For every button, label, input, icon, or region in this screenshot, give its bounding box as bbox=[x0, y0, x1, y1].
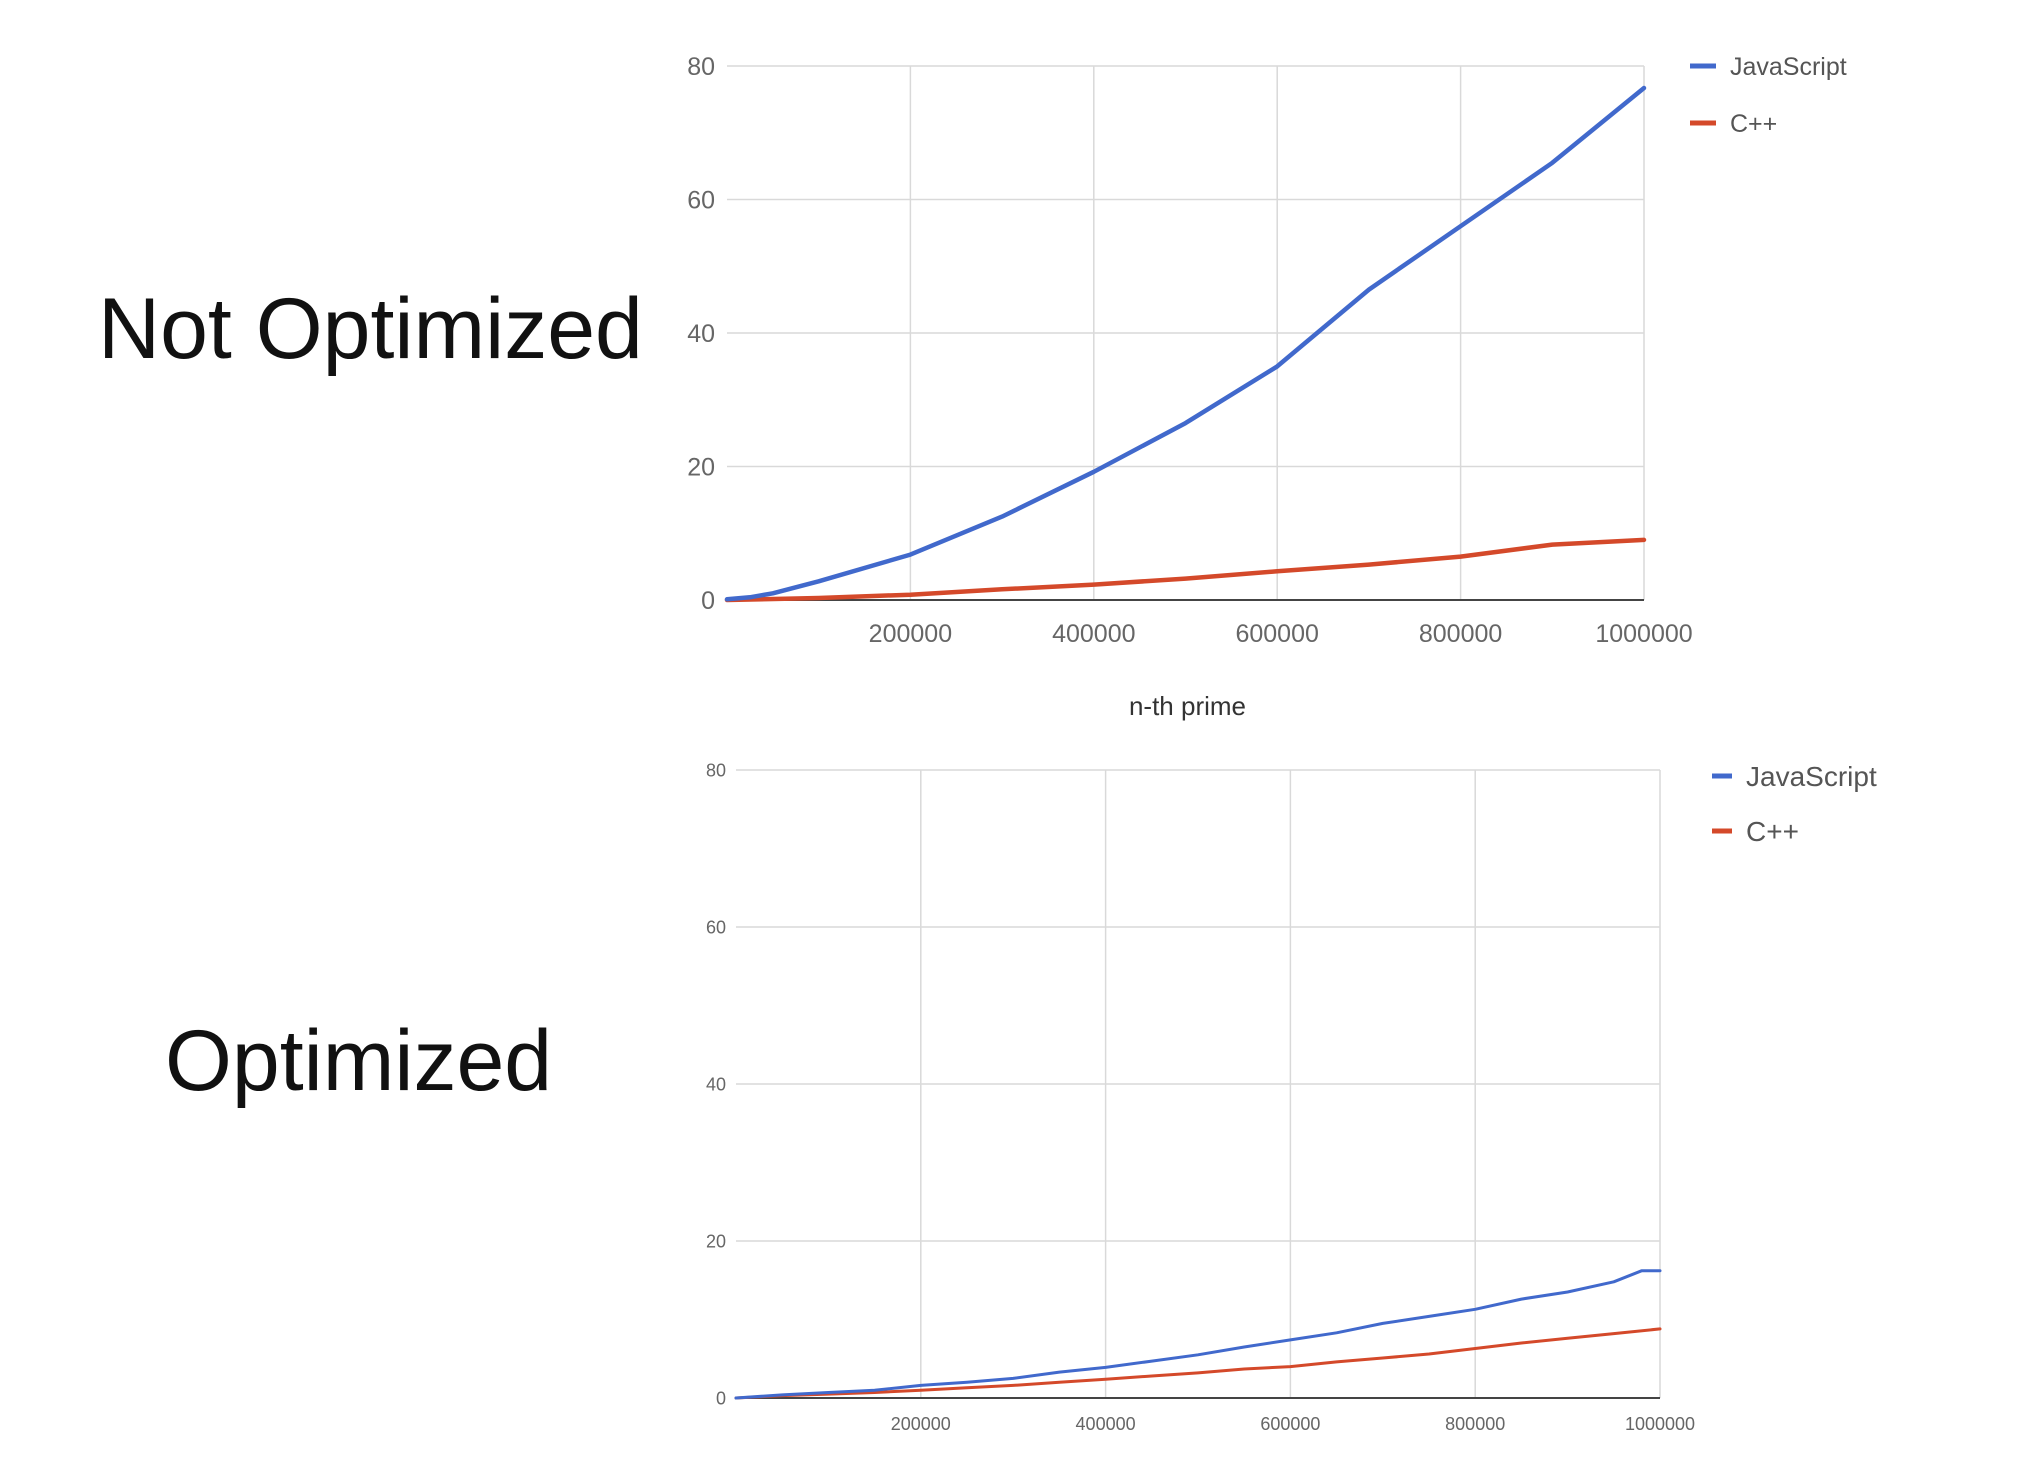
top-y-tick-label: 60 bbox=[687, 186, 715, 214]
top-y-tick-label: 80 bbox=[687, 53, 715, 81]
top-y-tick-label: 40 bbox=[687, 320, 715, 348]
bottom-x-tick-label: 1000000 bbox=[1625, 1414, 1695, 1434]
bottom-y-tick-label: 60 bbox=[706, 917, 726, 937]
bottom-y-tick-label: 80 bbox=[706, 760, 726, 780]
top-y-tick-label: 20 bbox=[687, 453, 715, 481]
bottom-legend-label: C++ bbox=[1746, 816, 1799, 847]
bottom-series-line-c bbox=[734, 1327, 1662, 1400]
section-label-not-optimized: Not Optimized bbox=[98, 281, 643, 377]
bottom-x-tick-label: 800000 bbox=[1445, 1414, 1505, 1434]
top-series-line-c bbox=[724, 537, 1647, 603]
top-x-tick-label: 600000 bbox=[1235, 620, 1318, 648]
section-label-optimized: Optimized bbox=[165, 1013, 553, 1109]
bottom-x-tick-label: 600000 bbox=[1260, 1414, 1320, 1434]
top-x-axis-label: n-th prime bbox=[1129, 691, 1246, 721]
bottom-x-tick-label: 400000 bbox=[1076, 1414, 1136, 1434]
top-legend-label: C++ bbox=[1730, 110, 1777, 138]
bottom-series-line-javascript bbox=[734, 1269, 1662, 1400]
bottom-legend-label: JavaScript bbox=[1746, 761, 1877, 792]
top-x-tick-label: 1000000 bbox=[1595, 620, 1692, 648]
bottom-y-tick-label: 0 bbox=[716, 1388, 726, 1408]
top-x-tick-label: 200000 bbox=[869, 620, 952, 648]
bottom-x-tick-label: 200000 bbox=[891, 1414, 951, 1434]
top-x-tick-label: 400000 bbox=[1052, 620, 1135, 648]
bottom-y-tick-label: 20 bbox=[706, 1231, 726, 1251]
bottom-y-tick-label: 40 bbox=[706, 1074, 726, 1094]
top-legend-label: JavaScript bbox=[1730, 53, 1847, 81]
top-y-tick-label: 0 bbox=[701, 587, 715, 615]
top-series-line-javascript bbox=[724, 85, 1647, 602]
top-x-tick-label: 800000 bbox=[1419, 620, 1502, 648]
